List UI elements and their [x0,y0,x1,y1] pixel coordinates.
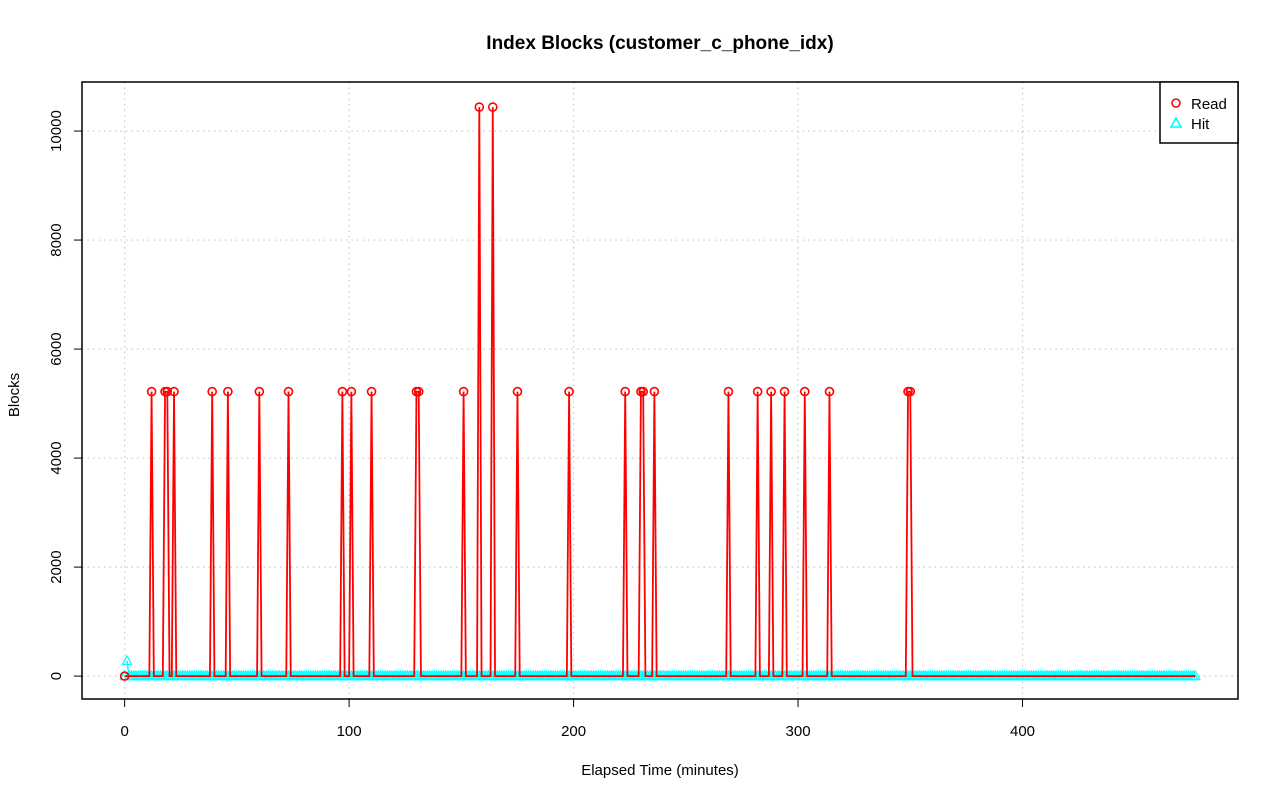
y-tick-label-3: 6000 [48,332,65,365]
read-spike-point-2 [162,386,173,397]
read-spike-point-5 [223,386,233,397]
read-spike-point-6 [254,386,265,397]
y-tick-label-4: 8000 [48,223,65,256]
legend: Read Hit [1159,81,1239,144]
read-spike-point-9 [346,386,357,397]
y-tick-label-2: 4000 [48,441,65,474]
legend-hit-label: Hit [1191,116,1210,133]
read-spike-point-10 [366,386,377,397]
read-spike-point-0 [146,386,157,397]
read-spike-point-13 [458,386,469,397]
y-axis-label: Blocks [6,373,23,417]
read-spike-point-8 [337,386,348,397]
hit-line-start [126,660,130,677]
x-tick-label-0: 0 [120,723,128,740]
y-tick-label-0: 0 [48,672,65,680]
read-spike-point-4 [207,386,217,397]
read-spike-point-20 [638,386,648,397]
series-read [119,102,1196,681]
read-point-start [119,671,130,681]
y-tick-label-5: 10000 [48,110,65,152]
read-spike-point-23 [752,386,763,397]
read-spike-point-7 [283,386,294,397]
read-spike-point-17 [564,386,574,397]
read-spike-point-21 [649,386,660,397]
legend-read-marker [1171,98,1181,108]
legend-read-label: Read [1191,96,1227,113]
read-spike-point-24 [766,386,776,397]
x-tick-label-1: 100 [337,723,362,740]
x-tick-label-4: 400 [1010,723,1035,740]
read-spike-point-18 [620,386,631,397]
read-spike-point-22 [723,386,734,397]
read-spike-point-25 [779,386,790,397]
plot-area [119,102,1201,681]
hit-point [121,654,133,665]
read-spike-point-12 [413,386,424,397]
legend-box [1159,81,1239,144]
read-spike-point-27 [824,386,835,397]
y-tick-label-1: 2000 [48,550,65,583]
read-spike-point-16 [512,386,523,397]
legend-hit-marker [1169,116,1183,128]
read-line [124,107,1196,678]
x-tick-label-3: 300 [786,723,811,740]
chart-title: Index Blocks (customer_c_phone_idx) [486,33,833,54]
x-axis-label: Elapsed Time (minutes) [581,762,739,779]
x-tick-label-2: 200 [561,723,586,740]
read-spike-point-3 [169,386,179,397]
read-spike-point-26 [799,386,810,397]
read-spike-point-29 [905,386,916,397]
read-spike-point-14 [474,102,485,112]
read-spike-point-15 [487,102,498,112]
